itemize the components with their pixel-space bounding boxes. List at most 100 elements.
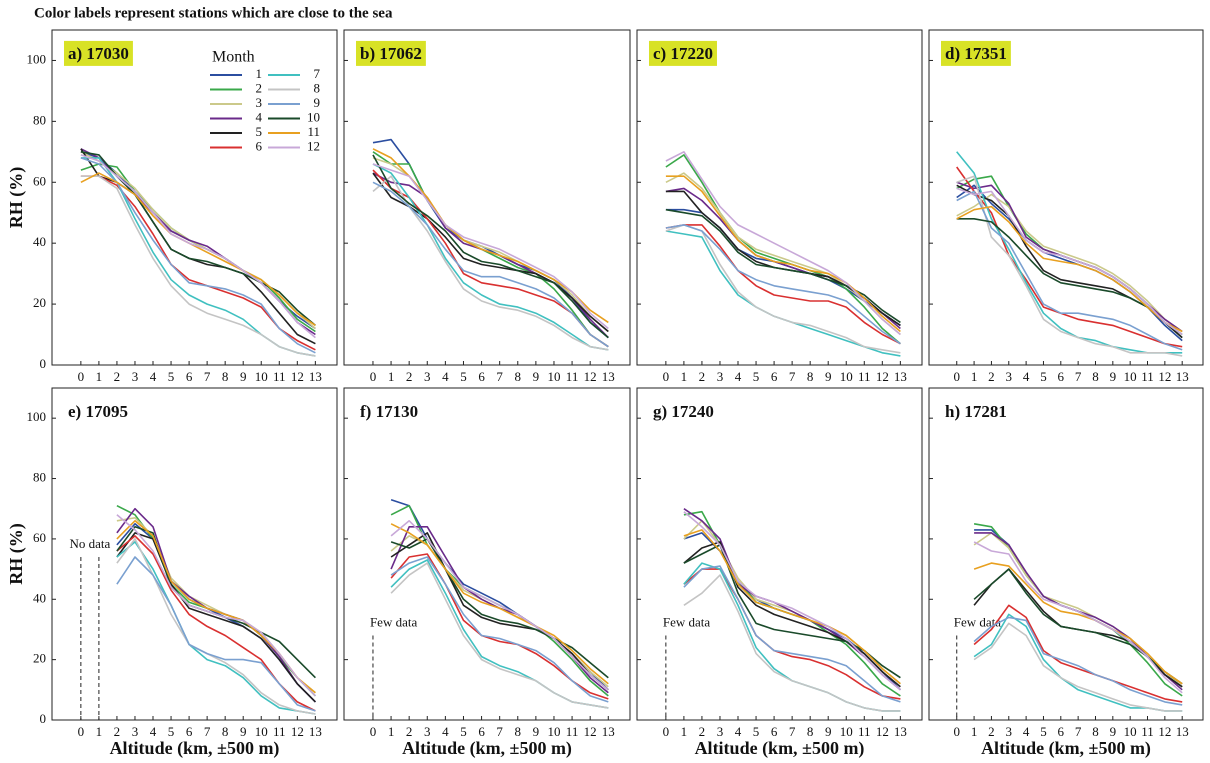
x-tick-label: 8: [807, 724, 814, 739]
x-tick-label: 13: [894, 369, 907, 384]
rh-line: [683, 574, 901, 712]
x-tick-label: 4: [1023, 724, 1030, 739]
legend-label: 10: [307, 109, 320, 124]
panel-label-highlight: [64, 40, 133, 66]
x-tick-label: 3: [1006, 724, 1013, 739]
annotation-text: Few data: [370, 614, 418, 629]
x-tick-label: 8: [222, 369, 229, 384]
x-tick-label: 11: [566, 369, 579, 384]
legend-label: 6: [256, 138, 263, 153]
rh-line: [665, 154, 901, 345]
rh-line: [683, 529, 901, 685]
x-tick-label: 2: [699, 369, 706, 384]
x-tick-label: 13: [602, 724, 615, 739]
x-tick-label: 11: [273, 724, 286, 739]
rh-line: [390, 556, 609, 703]
rh-line: [372, 163, 609, 330]
x-tick-label: 2: [406, 724, 413, 739]
panel-label: b) 17062: [360, 44, 422, 63]
x-tick-label: 9: [533, 369, 540, 384]
x-tick-label: 12: [876, 724, 889, 739]
x-tick-label: 10: [547, 724, 560, 739]
rh-line: [973, 604, 1183, 703]
panel-frame: [636, 29, 923, 366]
rh-line: [80, 175, 316, 351]
rh-line: [973, 616, 1183, 706]
x-tick-label: 7: [1075, 724, 1082, 739]
legend-label: 4: [256, 109, 263, 124]
rh-line: [683, 511, 901, 691]
y-tick-label: 40: [33, 590, 46, 605]
legend-label: 5: [256, 124, 263, 139]
panel-label-highlight: [356, 40, 426, 66]
x-tick-label: 5: [460, 724, 467, 739]
x-tick-label: 10: [255, 724, 268, 739]
panel-frame: [928, 29, 1204, 366]
legend-title: Month: [212, 49, 255, 66]
annotation-text: Few data: [663, 614, 711, 629]
rh-line: [956, 205, 1183, 333]
x-tick-label: 6: [771, 369, 778, 384]
x-tick-label: 4: [150, 724, 157, 739]
rh-line: [80, 154, 316, 339]
rh-line: [116, 514, 316, 697]
x-tick-label: 7: [789, 369, 796, 384]
x-tick-label: 6: [478, 369, 485, 384]
rh-line: [372, 151, 609, 348]
x-tick-label: 4: [150, 369, 157, 384]
x-tick-label: 9: [533, 724, 540, 739]
rh-line: [956, 151, 1183, 354]
rh-line: [665, 175, 901, 333]
x-tick-label: 11: [1141, 724, 1154, 739]
x-tick-label: 9: [825, 724, 832, 739]
rh-line: [665, 224, 901, 354]
y-tick-label: 80: [33, 112, 46, 127]
x-axis-title: Altitude (km, ±500 m): [695, 738, 865, 759]
x-tick-label: 4: [735, 724, 742, 739]
x-tick-label: 12: [876, 369, 889, 384]
x-tick-label: 11: [858, 724, 871, 739]
rh-line: [390, 520, 609, 691]
panel: 0 1 2 3 4 5 6 7 8 9 10 11 12 13b) 17062: [343, 29, 631, 384]
x-tick-label: 9: [1110, 724, 1117, 739]
y-tick-label: 20: [33, 651, 46, 666]
x-tick-label: 3: [717, 369, 724, 384]
x-tick-label: 7: [1075, 369, 1082, 384]
x-tick-label: 6: [771, 724, 778, 739]
rh-line: [665, 224, 901, 345]
y-tick-label: 80: [33, 470, 46, 485]
x-tick-label: 1: [388, 369, 395, 384]
x-tick-label: 9: [240, 369, 247, 384]
x-tick-label: 3: [424, 724, 431, 739]
x-tick-label: 2: [114, 369, 121, 384]
panel-label: h) 17281: [945, 402, 1007, 421]
rh-line: [116, 507, 316, 703]
x-tick-label: 4: [735, 369, 742, 384]
y-tick-label: 0: [40, 711, 47, 726]
rh-line: [80, 175, 316, 357]
x-tick-label: 12: [1158, 724, 1171, 739]
annotation-text: Few data: [954, 614, 1002, 629]
x-tick-label: 11: [1141, 369, 1154, 384]
rh-line: [390, 562, 609, 709]
x-tick-label: 8: [222, 724, 229, 739]
x-tick-label: 10: [840, 724, 853, 739]
x-tick-label: 3: [424, 369, 431, 384]
rh-line: [116, 556, 316, 712]
x-tick-label: 9: [1110, 369, 1117, 384]
rh-line: [116, 541, 316, 715]
x-tick-label: 3: [132, 724, 139, 739]
y-tick-label: 100: [27, 51, 47, 66]
panel-label-highlight: [941, 40, 1011, 66]
x-tick-label: 7: [496, 724, 503, 739]
x-tick-label: 6: [186, 369, 193, 384]
x-tick-label: 2: [699, 724, 706, 739]
x-tick-label: 2: [988, 724, 995, 739]
x-axis-title: Altitude (km, ±500 m): [981, 738, 1151, 759]
rh-line: [116, 523, 316, 703]
legend-label: 9: [314, 95, 321, 110]
rh-line: [683, 565, 901, 703]
